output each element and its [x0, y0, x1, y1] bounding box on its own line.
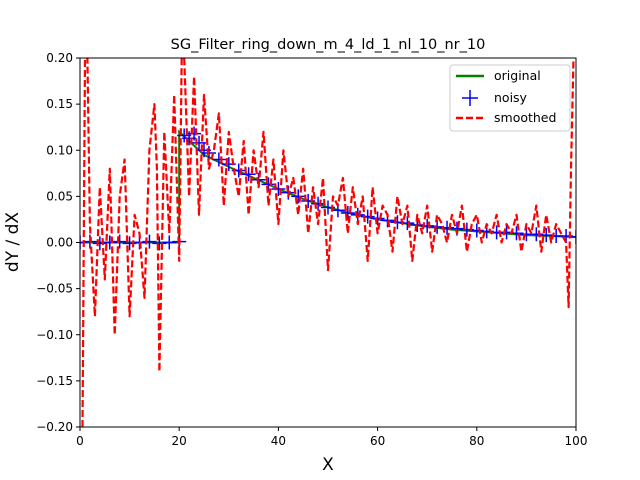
noisy-point	[162, 235, 177, 250]
noisy-point	[192, 135, 207, 150]
noisy-point	[142, 234, 157, 249]
plot-area	[80, 58, 576, 427]
x-tick-label: 80	[469, 434, 484, 448]
noisy-point	[569, 229, 576, 244]
y-tick-label: 0.20	[46, 51, 73, 65]
noisy-point	[102, 235, 117, 250]
legend-box	[449, 64, 571, 132]
y-tick-label: 0.15	[46, 97, 73, 111]
noisy-point	[112, 234, 127, 249]
y-tick-label: 0.05	[46, 189, 73, 203]
legend: original noisy smoothed	[449, 64, 571, 132]
noisy-point	[301, 193, 316, 208]
noisy-point	[211, 152, 226, 167]
series-smoothed	[81, 58, 575, 427]
noisy-point	[360, 209, 375, 224]
chart-title: SG_Filter_ring_down_m_4_ld_1_nl_10_nr_10	[171, 37, 486, 53]
y-tick-label: −0.15	[36, 374, 73, 388]
y-tick-label: 0.10	[46, 143, 73, 157]
noisy-point	[271, 181, 286, 196]
noisy-point	[152, 236, 167, 251]
noisy-point	[311, 196, 326, 211]
y-tick-label: −0.10	[36, 328, 73, 342]
noisy-point	[469, 223, 484, 238]
y-tick-label: 0.00	[46, 236, 73, 250]
legend-original-label: original	[494, 68, 541, 83]
x-axis-label: X	[322, 455, 334, 475]
y-axis-label: dY / dX	[3, 212, 23, 273]
y-axis: −0.20 −0.15 −0.10 −0.05 0.00 0.05 0.10 0.15 0.20	[36, 51, 80, 434]
y-tick-label: −0.20	[36, 420, 73, 434]
x-tick-label: 60	[370, 434, 385, 448]
noisy-point	[539, 228, 554, 243]
x-axis: 0 20 40 60 80 100	[76, 427, 587, 448]
noisy-point	[340, 205, 355, 220]
noisy-point	[291, 189, 306, 204]
legend-noisy-marker	[462, 90, 478, 106]
x-tick-label: 20	[172, 434, 187, 448]
noisy-point	[92, 236, 107, 251]
noisy-point	[187, 126, 202, 141]
noisy-point	[350, 207, 365, 222]
noisy-point	[241, 167, 256, 182]
x-tick-label: 40	[271, 434, 286, 448]
x-tick-label: 0	[76, 434, 84, 448]
legend-noisy-label: noisy	[494, 90, 528, 105]
legend-smoothed-label: smoothed	[494, 110, 556, 125]
y-tick-label: −0.05	[36, 282, 73, 296]
x-tick-label: 100	[565, 434, 588, 448]
smoothed-line	[81, 58, 575, 427]
